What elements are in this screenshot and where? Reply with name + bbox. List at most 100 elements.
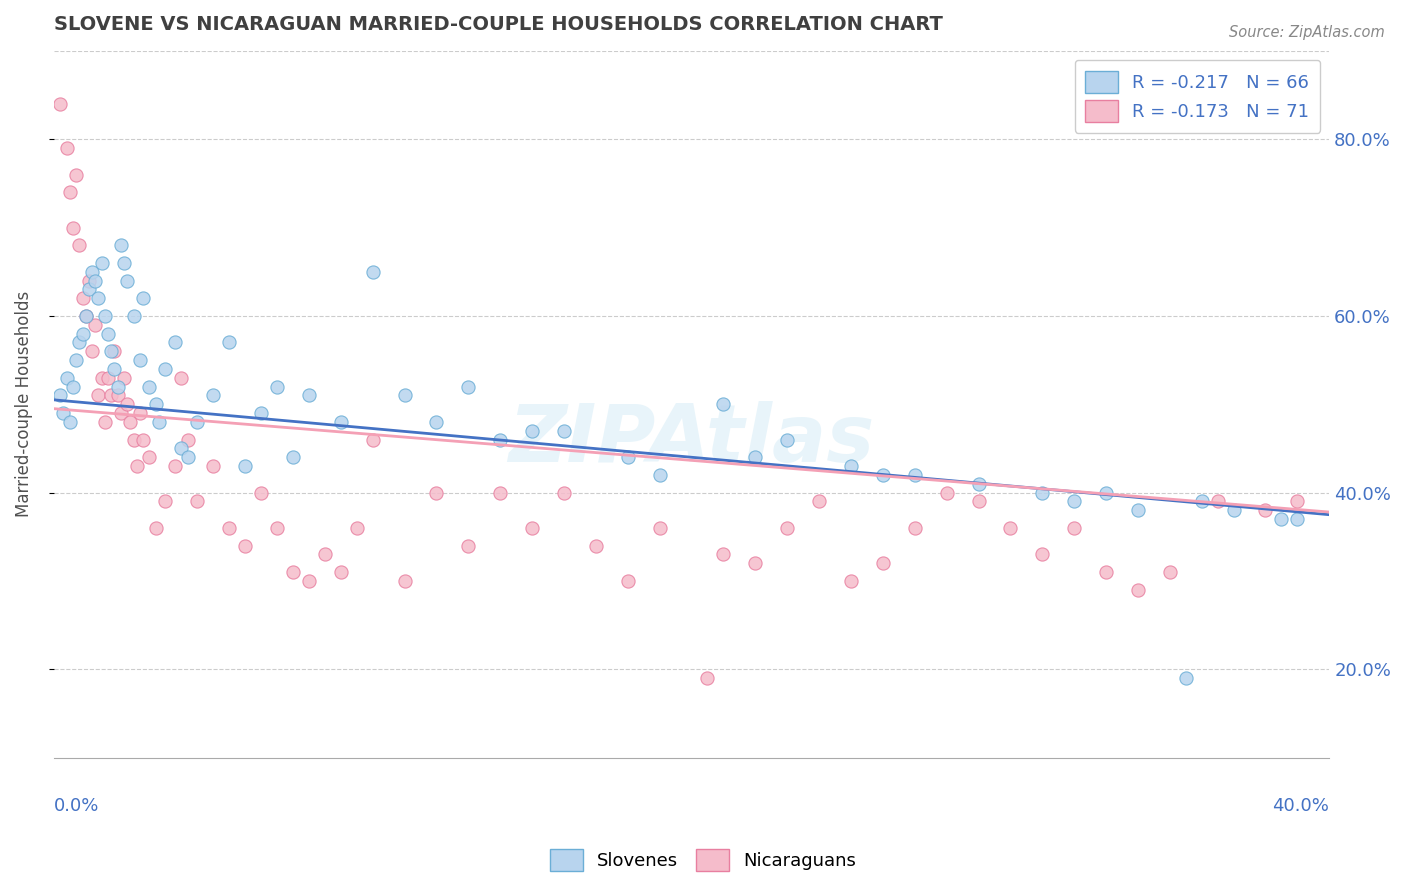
Point (186, 494, 208, 508)
Point (186, 415, 208, 429)
Text: Source: ZipAtlas.com: Source: ZipAtlas.com (1229, 25, 1385, 40)
Point (839, 459, 862, 474)
Point (361, 433, 384, 447)
Point (115, 397, 138, 411)
Point (100, 388, 122, 402)
Point (1095, 565, 1118, 579)
Point (87, 291, 110, 305)
Point (1254, 503, 1277, 517)
Point (170, 442, 193, 456)
Point (62, 220, 84, 235)
Point (1031, 548, 1053, 562)
Point (250, 485, 273, 500)
Point (163, 335, 186, 350)
Point (696, 671, 718, 685)
Point (138, 450, 160, 465)
Point (967, 494, 990, 508)
Point (103, 362, 125, 376)
Point (346, 521, 368, 535)
Point (457, 539, 479, 553)
Point (145, 521, 167, 535)
Point (266, 521, 288, 535)
Point (394, 388, 416, 402)
Point (281, 565, 304, 579)
Point (872, 467, 894, 482)
Point (75, 309, 97, 323)
Point (648, 521, 671, 535)
Point (1286, 512, 1309, 526)
Point (1126, 503, 1149, 517)
Point (616, 574, 638, 588)
Point (1206, 494, 1229, 508)
Point (112, 370, 135, 384)
Point (72, 326, 94, 341)
Point (776, 433, 799, 447)
Point (520, 424, 543, 438)
Point (49, 96, 72, 111)
Point (77, 274, 100, 288)
Point (49, 388, 72, 402)
Point (120, 415, 142, 429)
Point (107, 388, 129, 402)
Point (202, 388, 225, 402)
Point (648, 467, 671, 482)
Point (1174, 671, 1197, 685)
Point (1222, 503, 1244, 517)
Point (1063, 521, 1085, 535)
Point (744, 556, 766, 570)
Point (129, 353, 152, 368)
Point (713, 548, 735, 562)
Point (84, 318, 107, 332)
Point (425, 485, 447, 500)
Point (585, 539, 607, 553)
Point (52, 406, 75, 420)
Point (67, 238, 90, 252)
Point (82, 265, 104, 279)
Point (616, 450, 638, 465)
Point (145, 397, 167, 411)
Point (314, 548, 336, 562)
Point (713, 397, 735, 411)
Point (218, 521, 240, 535)
Point (457, 379, 479, 393)
Point (90, 370, 112, 384)
Point (1270, 512, 1292, 526)
Point (65, 168, 87, 182)
Point (202, 459, 225, 474)
Point (1126, 582, 1149, 597)
Point (298, 388, 321, 402)
Legend: Slovenes, Nicaraguans: Slovenes, Nicaraguans (543, 842, 863, 879)
Point (97, 326, 120, 341)
Point (394, 574, 416, 588)
Point (59, 185, 82, 199)
Point (1286, 494, 1309, 508)
Point (329, 415, 352, 429)
Point (1159, 565, 1181, 579)
Point (132, 291, 155, 305)
Point (935, 485, 957, 500)
Point (155, 494, 177, 508)
Point (250, 406, 273, 420)
Point (75, 309, 97, 323)
Point (1095, 485, 1118, 500)
Point (77, 282, 100, 296)
Point (94, 309, 117, 323)
Point (148, 415, 170, 429)
Point (94, 415, 117, 429)
Point (82, 344, 104, 359)
Text: 40.0%: 40.0% (1272, 797, 1329, 814)
Point (1000, 521, 1022, 535)
Point (103, 344, 125, 359)
Point (233, 459, 256, 474)
Point (122, 309, 145, 323)
Point (55, 141, 77, 155)
Point (218, 335, 240, 350)
Point (553, 485, 575, 500)
Point (100, 344, 122, 359)
Point (1191, 494, 1213, 508)
Point (107, 379, 129, 393)
Point (1063, 494, 1085, 508)
Point (112, 256, 135, 270)
Point (904, 521, 927, 535)
Point (872, 556, 894, 570)
